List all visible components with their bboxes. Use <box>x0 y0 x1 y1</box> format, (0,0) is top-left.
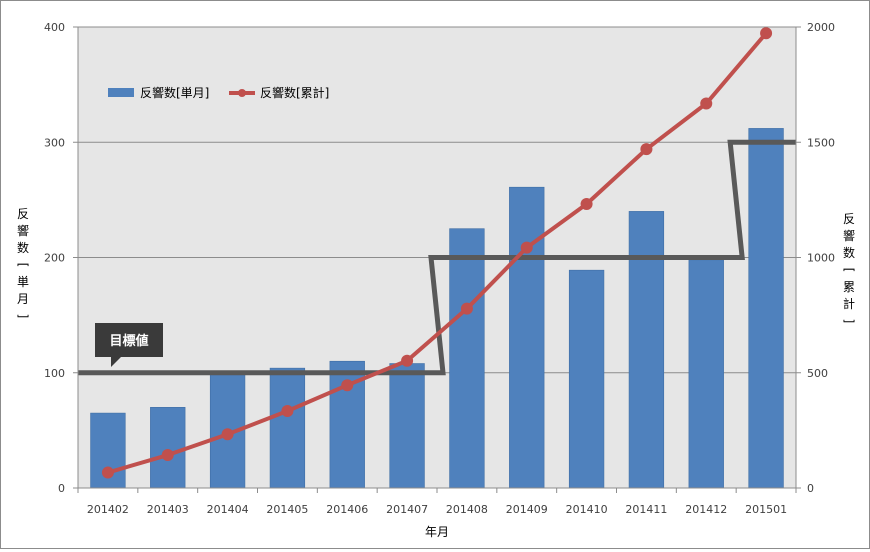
legend-swatch-marker <box>238 89 246 97</box>
bar <box>509 186 545 489</box>
cumulative-point <box>460 302 473 315</box>
y-axis-title-char-right: [ <box>842 268 856 273</box>
y-tick-label-left: 400 <box>44 21 65 34</box>
legend: 反響数[単月] 反響数[累計] <box>108 85 329 100</box>
x-tick-label: 201410 <box>566 503 608 516</box>
bar <box>269 367 306 489</box>
x-tick-label: 201408 <box>446 503 488 516</box>
bar <box>568 269 605 489</box>
x-tick-label: 201409 <box>506 503 548 516</box>
y-tick-label-left: 200 <box>44 252 65 265</box>
cumulative-point <box>161 449 174 462</box>
y-axis-title-char-left: 反 <box>17 207 29 221</box>
x-tick-label: 201404 <box>207 503 249 516</box>
y-axis-title-char-left: 月 <box>17 292 29 306</box>
cumulative-point <box>401 354 414 367</box>
x-tick-label: 201412 <box>685 503 727 516</box>
y-axis-title-char-left: 数 <box>17 240 29 255</box>
cumulative-point <box>221 428 234 441</box>
y-axis-title-char-right: 数 <box>843 245 855 260</box>
x-tick-label: 201402 <box>87 503 129 516</box>
y-axis-title-char-right: ] <box>842 319 856 324</box>
y-tick-label-right: 2000 <box>807 21 835 34</box>
cumulative-point <box>580 198 593 211</box>
y-axis-title-char-right: 響 <box>843 228 855 243</box>
cumulative-point <box>281 405 294 418</box>
y-axis-title-char-left: 単 <box>17 275 29 289</box>
cumulative-point <box>700 97 713 110</box>
x-tick-label: 201411 <box>625 503 667 516</box>
y-axis-title-left: 反響数 [ 単月] <box>16 207 30 318</box>
legend-label-line: 反響数[累計] <box>260 85 329 100</box>
y-axis-title-char-right: 反 <box>843 212 855 226</box>
legend-swatch-bar <box>108 88 134 97</box>
x-axis-title: 年月 <box>425 525 449 539</box>
y-axis-title-char-left: 響 <box>17 223 29 238</box>
y-axis-title-char-left: ] <box>16 314 30 319</box>
bar <box>748 128 784 489</box>
cumulative-point <box>760 27 773 40</box>
bar <box>688 259 724 489</box>
y-tick-label-left: 300 <box>44 136 65 149</box>
target-callout: 目標値 <box>95 323 163 367</box>
x-tick-label: 201406 <box>326 503 368 516</box>
x-tick-label: 201405 <box>266 503 308 516</box>
cumulative-point <box>640 143 653 156</box>
y-tick-label-right: 1500 <box>807 136 835 149</box>
y-axis-title-right: 反響数 [ 累計] <box>842 212 856 323</box>
bar <box>449 228 485 489</box>
bar <box>628 211 665 489</box>
y-axis-title-char-left: [ <box>16 263 30 268</box>
legend-label-bar: 反響数[単月] <box>140 85 209 100</box>
y-axis-title-char-right: 累 <box>843 280 855 294</box>
y-tick-label-right: 1000 <box>807 252 835 265</box>
y-axis-title-char-right: 計 <box>843 296 855 311</box>
target-callout-label: 目標値 <box>109 333 148 349</box>
target-callout-bubble <box>95 323 163 367</box>
y-tick-label-left: 100 <box>44 367 65 380</box>
cumulative-point <box>341 379 354 392</box>
y-tick-label-right: 0 <box>807 482 814 495</box>
y-tick-label-right: 500 <box>807 367 828 380</box>
cumulative-line <box>107 31 768 475</box>
y-tick-label-left: 0 <box>58 482 65 495</box>
x-tick-label: 201501 <box>745 503 787 516</box>
x-tick-label: 201403 <box>147 503 189 516</box>
cumulative-point <box>520 241 533 254</box>
cumulative-point <box>101 466 114 479</box>
bar <box>389 363 425 489</box>
bar <box>150 407 186 489</box>
x-tick-label: 201407 <box>386 503 428 516</box>
